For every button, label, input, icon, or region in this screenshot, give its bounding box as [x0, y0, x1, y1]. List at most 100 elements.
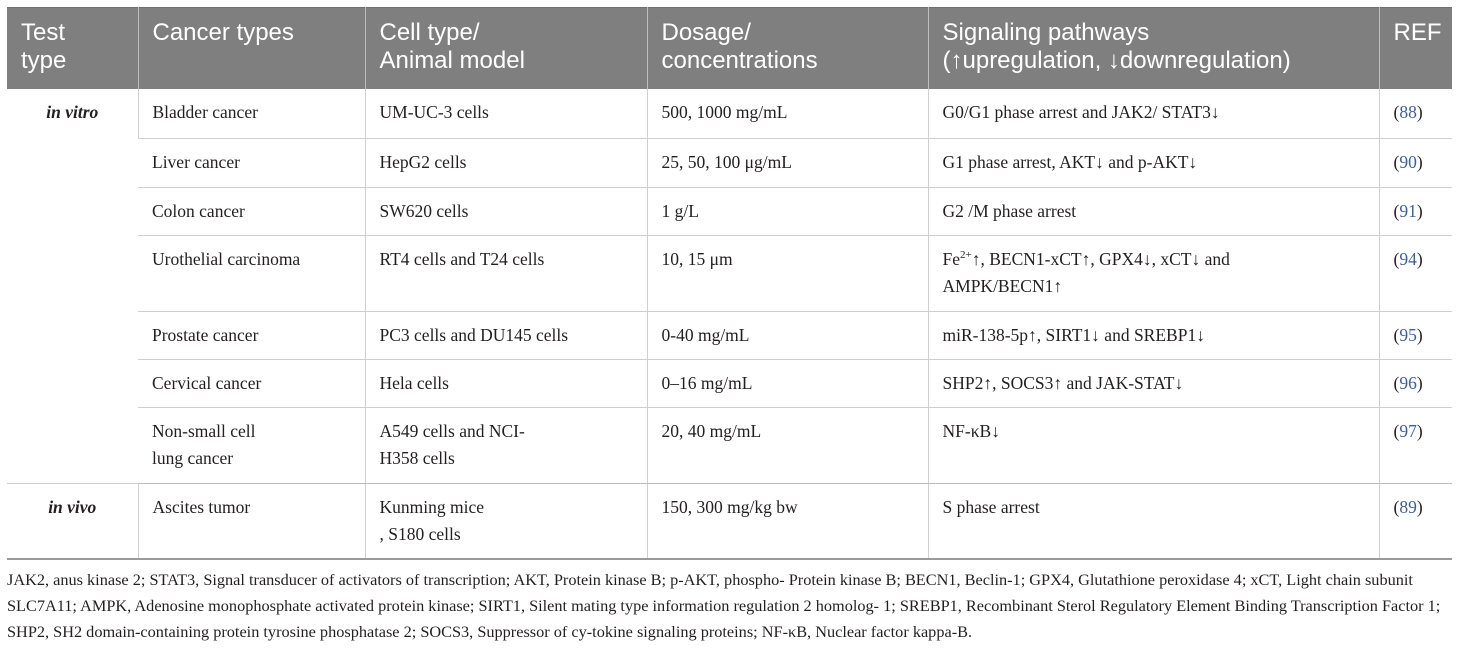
- header-text: REF: [1393, 19, 1442, 46]
- cell-type-cell: Kunming mice , S180 cells: [364, 483, 647, 560]
- cancer-type-text: Non-small cell: [152, 420, 256, 441]
- table-footnote: JAK2, anus kinase 2; STAT3, Signal trans…: [7, 570, 1441, 641]
- table-row: in vitro Bladder cancer UM-UC-3 cells 50…: [7, 89, 1452, 484]
- cancer-type-cell: Ascites tumor: [137, 483, 365, 560]
- ref-cell: (91): [1378, 187, 1452, 236]
- header-text: (↑upregulation, ↓downregulation): [942, 47, 1291, 74]
- cell-type-cell: SW620 cells: [364, 187, 647, 236]
- ref-paren: (: [1393, 372, 1400, 393]
- cancer-type-cell: Liver cancer: [138, 138, 365, 188]
- table-row: Liver cancer HepG2 cells 25, 50, 100 μg/…: [7, 138, 1452, 188]
- pathway-cell: Fe2+↑, BECN1-xCT↑, GPX4↓, xCT↓ and AMPK/B…: [927, 235, 1379, 312]
- cell-type-cell: RT4 cells and T24 cells: [364, 235, 647, 312]
- pathway-cell: S phase arrest: [927, 483, 1379, 560]
- pathway-text: Fe: [942, 248, 961, 269]
- header-ref: REF: [1378, 7, 1452, 89]
- pathway-cell: miR-138-5p↑, SIRT1↓ and SREBP1↓: [927, 311, 1379, 360]
- cell-type-cell: Hela cells: [364, 359, 647, 408]
- cell-type-text: Kunming mice: [379, 496, 485, 517]
- ref-link[interactable]: 95: [1399, 324, 1417, 345]
- pathway-cell: G1 phase arrest, AKT↓ and p-AKT↓: [927, 138, 1379, 188]
- ref-link[interactable]: 91: [1399, 200, 1417, 221]
- dosage-cell: 0-40 mg/mL: [646, 311, 928, 360]
- ref-paren: (: [1393, 496, 1400, 517]
- pathway-cell: G0/G1 phase arrest and JAK2/ STAT3↓: [927, 89, 1379, 139]
- cell-type-text: , S180 cells: [379, 523, 461, 544]
- header-text: Test: [21, 19, 66, 46]
- dosage-cell: 0–16 mg/mL: [646, 359, 928, 408]
- cancer-type-cell: Non-small cell lung cancer: [138, 407, 365, 484]
- pathway-cell: SHP2↑, SOCS3↑ and JAK-STAT↓: [927, 359, 1379, 408]
- ref-paren: (: [1393, 248, 1400, 269]
- header-text: Signaling pathways: [942, 19, 1150, 46]
- dosage-cell: 20, 40 mg/mL: [646, 407, 928, 484]
- ref-link[interactable]: 89: [1399, 496, 1417, 517]
- ref-paren: ): [1416, 324, 1423, 345]
- ref-cell: (94): [1378, 235, 1452, 312]
- dosage-cell: 150, 300 mg/kg bw: [646, 483, 928, 560]
- cell-type-cell: UM-UC-3 cells: [364, 89, 647, 139]
- cancer-type-cell: Cervical cancer: [138, 359, 365, 408]
- test-type-cell: in vivo: [7, 483, 138, 560]
- cancer-type-cell: Prostate cancer: [138, 311, 365, 360]
- ref-link[interactable]: 90: [1399, 151, 1417, 172]
- ref-cell: (97): [1378, 407, 1452, 484]
- dosage-cell: 10, 15 μm: [646, 235, 928, 312]
- dosage-cell: 500, 1000 mg/mL: [646, 89, 928, 139]
- cell-type-cell: PC3 cells and DU145 cells: [364, 311, 647, 360]
- header-test-type: Test type: [7, 7, 138, 89]
- header-signaling-pathways: Signaling pathways (↑upregulation, ↓downr…: [927, 7, 1379, 89]
- ref-paren: (: [1393, 200, 1400, 221]
- ref-paren: (: [1393, 102, 1400, 122]
- data-table-container: Test type Cancer types Cell type/Animal m…: [7, 7, 1452, 560]
- ref-link[interactable]: 88: [1399, 102, 1417, 122]
- ref-cell: (96): [1378, 359, 1452, 408]
- cancer-type-cell: Colon cancer: [138, 187, 365, 236]
- ref-paren: ): [1416, 496, 1423, 517]
- dosage-cell: 25, 50, 100 μg/mL: [646, 138, 928, 188]
- table-row: Cervical cancer Hela cells 0–16 mg/mL SH…: [7, 359, 1452, 408]
- cell-type-text: H358 cells: [379, 447, 455, 468]
- ref-paren: ): [1416, 200, 1423, 221]
- ref-cell: (90): [1378, 138, 1452, 188]
- cancer-type-cell: Urothelial carcinoma: [138, 235, 365, 312]
- data-table: Test type Cancer types Cell type/Animal m…: [7, 7, 1452, 560]
- ref-paren: ): [1416, 372, 1423, 393]
- header-text: Dosage/: [661, 19, 751, 46]
- table-row: in vivo Ascites tumor Kunming mice , S180…: [7, 483, 1452, 560]
- pathway-cell: NF-κB↓: [927, 407, 1379, 484]
- cell-type-cell: A549 cells and NCI- H358 cells: [364, 407, 647, 484]
- header-cell-type: Cell type/Animal model: [364, 7, 647, 89]
- ref-cell: (95): [1378, 311, 1452, 360]
- header-row: Test type Cancer types Cell type/Animal m…: [7, 7, 1452, 89]
- table-row: Prostate cancer PC3 cells and DU145 cell…: [7, 311, 1452, 360]
- pathway-superscript: 2+: [960, 248, 972, 261]
- pathway-cell: G2 /M phase arrest: [927, 187, 1379, 236]
- ref-link[interactable]: 97: [1399, 420, 1417, 441]
- cancer-type-text: lung cancer: [152, 447, 234, 468]
- ref-paren: ): [1416, 248, 1423, 269]
- test-type-cell: in vitro: [7, 89, 138, 484]
- table-row: Non-small cell lung cancer A549 cells and…: [7, 407, 1452, 484]
- ref-paren: ): [1416, 420, 1423, 441]
- cell-type-cell: HepG2 cells: [364, 138, 647, 188]
- header-text: Cell type/: [379, 19, 480, 46]
- ref-paren: ): [1416, 151, 1423, 172]
- pathway-text: AMPK/BECN1↑: [942, 275, 1063, 296]
- ref-link[interactable]: 94: [1399, 248, 1417, 269]
- ref-link[interactable]: 96: [1399, 372, 1417, 393]
- ref-cell: (88): [1378, 89, 1452, 139]
- cell-type-text: A549 cells and NCI-: [379, 420, 525, 441]
- header-cancer-types: Cancer types: [137, 7, 365, 89]
- table-header: Test type Cancer types Cell type/Animal m…: [7, 7, 1452, 89]
- ref-cell: (89): [1378, 483, 1452, 560]
- cancer-type-cell: Bladder cancer: [137, 89, 365, 139]
- table-row: Colon cancer SW620 cells 1 g/L G2 /M pha…: [7, 187, 1452, 236]
- ref-paren: (: [1393, 324, 1400, 345]
- ref-paren: (: [1393, 420, 1400, 441]
- header-text: Cancer types: [152, 19, 294, 46]
- ref-paren: ): [1416, 102, 1423, 122]
- pathway-text: ↑, BECN1-xCT↑, GPX4↓, xCT↓ and: [971, 248, 1230, 269]
- header-text: Animal model: [379, 47, 525, 74]
- ref-paren: (: [1393, 151, 1400, 172]
